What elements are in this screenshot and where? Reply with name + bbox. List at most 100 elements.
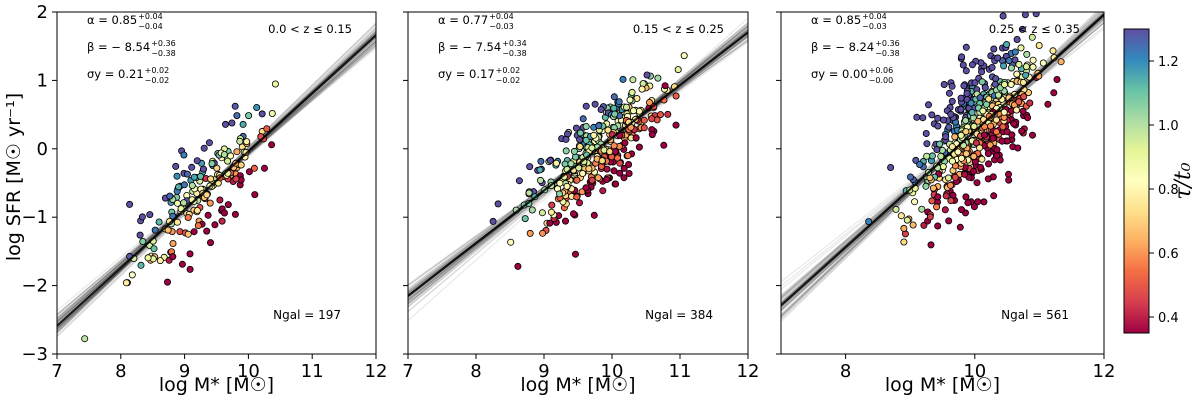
data-point — [621, 139, 629, 147]
data-point — [128, 271, 136, 279]
data-point — [188, 163, 196, 171]
data-point — [515, 177, 523, 185]
sigma-annotation: σy = 0.17 — [438, 67, 495, 81]
data-point — [1049, 47, 1057, 55]
data-point — [968, 61, 976, 69]
data-point — [629, 76, 637, 84]
data-point — [610, 167, 618, 175]
data-point — [204, 211, 212, 219]
data-point — [1039, 59, 1047, 67]
data-point — [993, 152, 1001, 160]
data-point — [579, 169, 587, 177]
data-point — [138, 213, 146, 221]
data-point — [976, 94, 984, 102]
data-point — [1032, 12, 1040, 18]
data-point — [934, 222, 942, 230]
data-point — [989, 134, 997, 142]
data-point — [1005, 57, 1013, 65]
data-point — [604, 126, 612, 134]
data-point — [218, 217, 226, 225]
data-point — [990, 192, 998, 200]
data-point — [620, 174, 628, 182]
data-point — [635, 107, 643, 115]
data-point — [220, 150, 228, 158]
data-point — [1004, 137, 1012, 145]
best-fit-line — [408, 31, 748, 297]
redshift-range-label: 0.0 < z ≤ 0.15 — [268, 22, 352, 36]
colorbar-tick-label: 1.0 — [1158, 119, 1179, 134]
data-point — [562, 147, 570, 155]
data-point — [231, 210, 239, 218]
data-point — [245, 168, 253, 176]
data-point — [648, 115, 656, 123]
y-tick-label: −3 — [21, 344, 48, 365]
x-tick-label: 10 — [963, 361, 986, 382]
sigma-annotation-upper-error: +0.06 — [869, 66, 894, 75]
sigma-annotation-lower-error: −0.00 — [869, 76, 894, 85]
data-point — [994, 54, 1002, 62]
data-point — [172, 162, 180, 170]
data-point — [268, 110, 276, 118]
data-point — [582, 136, 590, 144]
x-tick-label: 8 — [470, 361, 481, 382]
data-point — [640, 116, 648, 124]
alpha-annotation-lower-error: −0.03 — [489, 22, 514, 31]
data-point — [612, 180, 620, 188]
axes-frame — [780, 11, 1105, 355]
data-point — [919, 114, 927, 122]
data-point — [146, 211, 154, 219]
data-point — [206, 239, 214, 247]
data-point — [271, 80, 279, 88]
data-point — [538, 209, 546, 217]
data-point — [929, 184, 937, 192]
data-point — [616, 169, 624, 177]
data-point — [625, 169, 633, 177]
scatter-points — [865, 12, 1065, 249]
data-point — [939, 163, 947, 171]
beta-annotation-upper-error: +0.36 — [151, 39, 176, 48]
alpha-annotation-lower-error: −0.03 — [862, 22, 887, 31]
x-tick-label: 7 — [51, 361, 62, 382]
data-point — [1007, 80, 1015, 88]
data-point — [913, 113, 921, 121]
data-point — [232, 175, 240, 183]
data-point — [196, 172, 204, 180]
data-point — [151, 226, 159, 234]
best-fit-line — [57, 34, 376, 327]
data-point — [923, 140, 931, 148]
data-point — [122, 279, 130, 287]
data-point — [976, 144, 984, 152]
data-point — [887, 163, 895, 171]
data-point — [610, 142, 618, 150]
data-point — [945, 174, 953, 182]
data-point — [1013, 70, 1021, 78]
data-point — [155, 218, 163, 226]
data-point — [1023, 50, 1031, 58]
data-point — [900, 224, 908, 232]
data-point — [567, 160, 575, 168]
data-point — [1015, 60, 1023, 68]
data-point — [1014, 144, 1022, 152]
data-point — [957, 131, 965, 139]
data-point — [628, 88, 636, 96]
data-point — [1003, 41, 1011, 49]
data-point — [81, 335, 89, 343]
beta-annotation-lower-error: −0.38 — [875, 49, 900, 58]
data-point — [984, 150, 992, 158]
data-point — [603, 175, 611, 183]
data-point — [994, 91, 1002, 99]
data-point — [582, 184, 590, 192]
data-point — [173, 172, 181, 180]
alpha-annotation-upper-error: +0.04 — [489, 12, 514, 21]
data-point — [971, 79, 979, 87]
data-point — [180, 151, 188, 159]
sigma-annotation: σy = 0.00 — [811, 67, 868, 81]
data-point — [552, 159, 560, 167]
data-point — [657, 111, 665, 119]
data-point — [1021, 12, 1029, 19]
data-point — [233, 148, 241, 156]
data-point — [937, 152, 945, 160]
x-tick-label: 10 — [601, 361, 624, 382]
data-point — [268, 141, 276, 149]
sigma-annotation-upper-error: +0.02 — [496, 66, 521, 75]
